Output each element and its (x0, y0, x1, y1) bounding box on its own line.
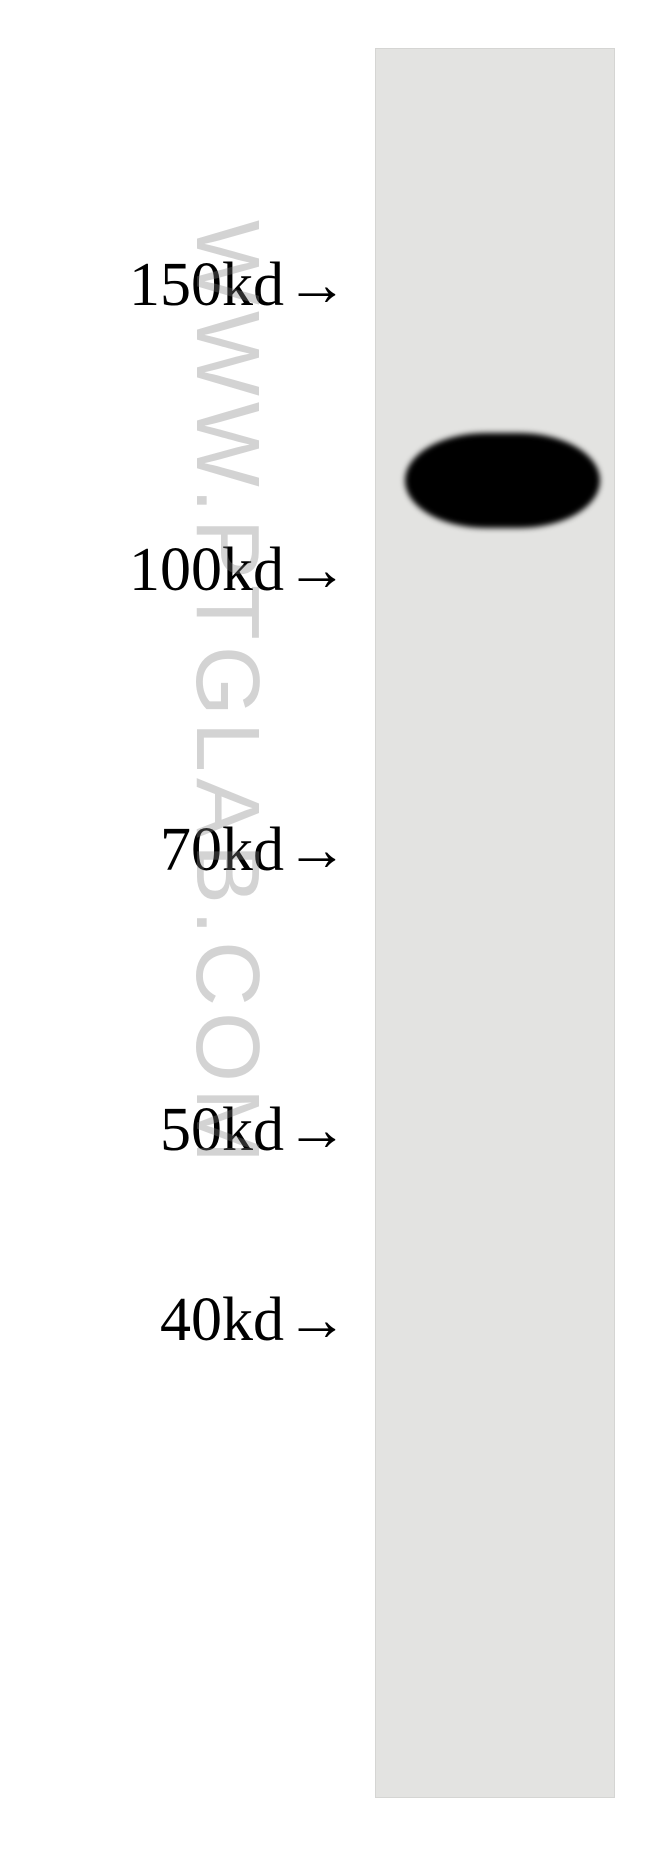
mw-marker-label: 40kd (160, 1285, 284, 1356)
mw-marker-label: 100kd (129, 535, 284, 606)
arrow-right-icon: → (286, 250, 348, 321)
protein-band (405, 433, 600, 528)
mw-marker-label: 70kd (160, 815, 284, 886)
mw-marker: 70kd→ (160, 819, 348, 881)
arrow-right-icon: → (286, 1095, 348, 1166)
mw-marker: 40kd→ (160, 1289, 348, 1351)
arrow-right-icon: → (286, 535, 348, 606)
blot-lane (375, 48, 615, 1798)
mw-marker: 100kd→ (129, 539, 348, 601)
mw-marker: 150kd→ (129, 254, 348, 316)
mw-marker-label: 150kd (129, 250, 284, 321)
western-blot-figure: 150kd→100kd→70kd→50kd→40kd→ WWW.PTGLAB.C… (0, 0, 650, 1855)
watermark: WWW.PTGLAB.COM (175, 220, 278, 1169)
mw-marker-label: 50kd (160, 1095, 284, 1166)
arrow-right-icon: → (286, 1285, 348, 1356)
arrow-right-icon: → (286, 815, 348, 886)
mw-marker: 50kd→ (160, 1099, 348, 1161)
watermark-text: WWW.PTGLAB.COM (177, 220, 277, 1169)
